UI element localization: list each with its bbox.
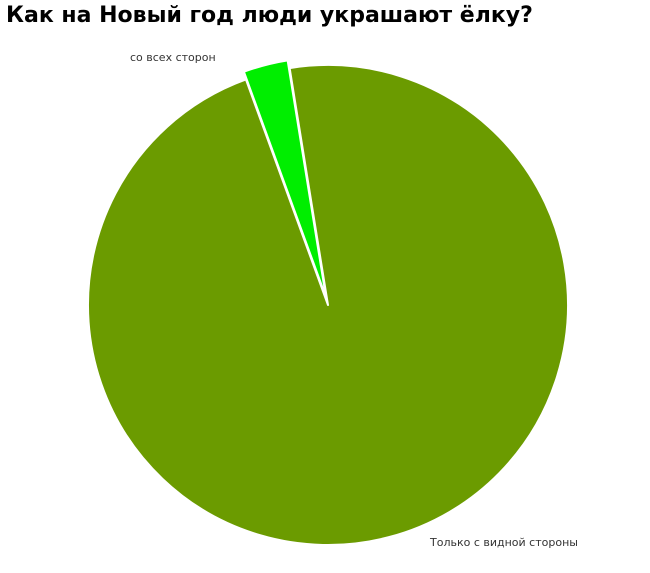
slice-label-all-sides: со всех сторон xyxy=(130,51,216,64)
slice-all-sides xyxy=(242,59,327,299)
chart-title: Как на Новый год люди украшают ёлку? xyxy=(6,3,533,28)
pie-slices xyxy=(86,59,569,546)
slice-label-visible-side: Только с видной стороны xyxy=(429,536,578,549)
slice-visible-side xyxy=(86,64,569,546)
